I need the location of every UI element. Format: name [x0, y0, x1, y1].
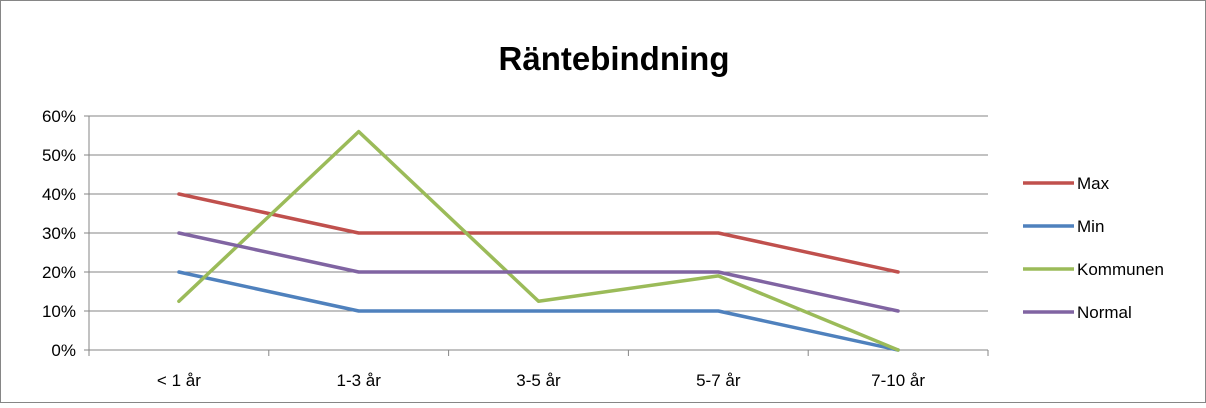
y-tick-label: 30% — [42, 224, 76, 243]
y-tick-label: 0% — [51, 341, 76, 360]
chart-title: Räntebindning — [499, 40, 730, 77]
legend-label-min: Min — [1077, 217, 1104, 236]
x-tick-label: 3-5 år — [516, 371, 561, 390]
y-tick-label: 40% — [42, 185, 76, 204]
series-line-normal — [177, 231, 900, 313]
x-tick-label: 1-3 år — [336, 371, 381, 390]
legend-label-normal: Normal — [1077, 303, 1132, 322]
y-tick-label: 50% — [42, 146, 76, 165]
x-tick-label: 5-7 år — [696, 371, 741, 390]
y-tick-label: 10% — [42, 302, 76, 321]
x-tick-label: 7-10 år — [871, 371, 925, 390]
series-line-min — [177, 270, 900, 352]
x-tick-label: < 1 år — [157, 371, 201, 390]
gridlines — [89, 115, 988, 312]
series-line-kommunen — [177, 129, 900, 352]
series-lines — [177, 129, 900, 352]
legend-label-max: Max — [1077, 174, 1110, 193]
series-line-max — [177, 192, 900, 274]
y-tick-label: 60% — [42, 107, 76, 126]
legend-label-kommunen: Kommunen — [1077, 260, 1164, 279]
axes: 0% 10% 20% 30% 40% 50% 60% < 1 år 1-3 år 3-5 år 5-… — [42, 107, 989, 390]
y-tick-label: 20% — [42, 263, 76, 282]
legend: Max Min Kommunen Normal — [1023, 174, 1164, 322]
